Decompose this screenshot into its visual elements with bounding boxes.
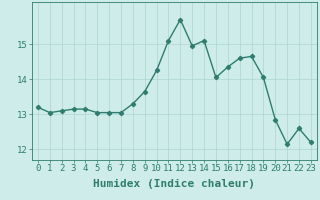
X-axis label: Humidex (Indice chaleur): Humidex (Indice chaleur) — [93, 179, 255, 189]
